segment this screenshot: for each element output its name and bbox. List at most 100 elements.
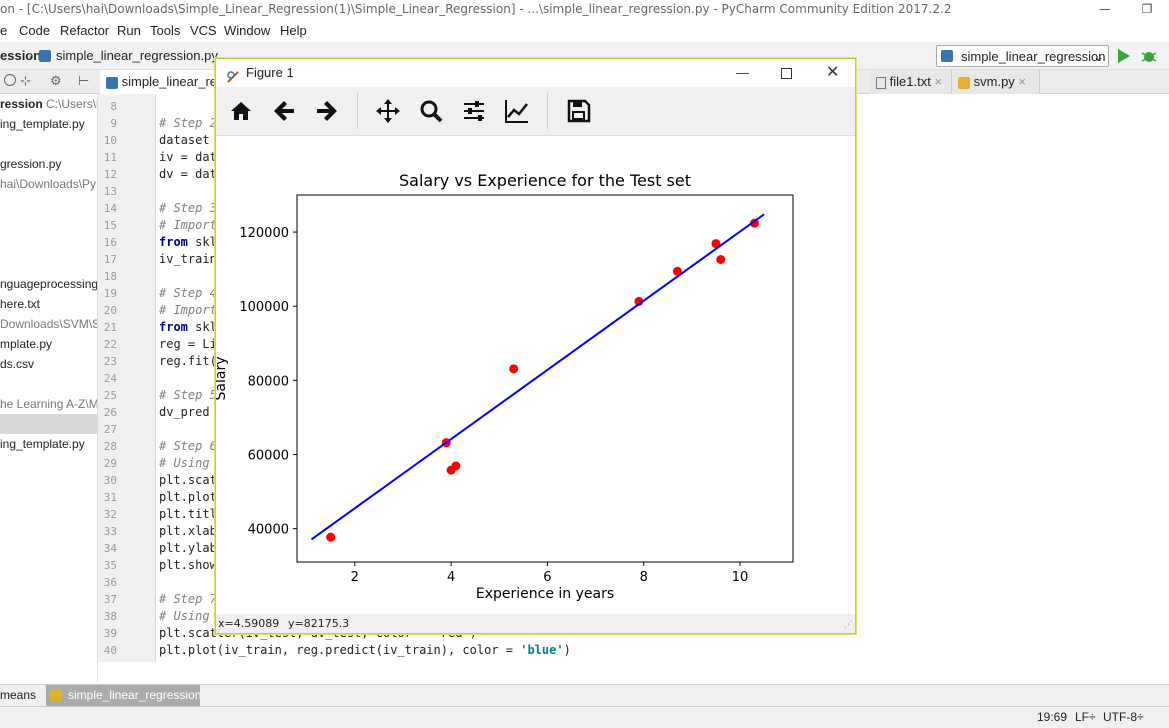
code-line: # Import (159, 303, 217, 317)
target-icon[interactable] (4, 74, 16, 86)
home-icon[interactable] (225, 95, 257, 127)
line-number: 11 (103, 151, 117, 164)
close-button[interactable]: ✕ (826, 64, 840, 81)
split-icon[interactable]: ⊹ (20, 73, 31, 88)
tab-file1[interactable]: file1.txt × (870, 70, 952, 94)
y-tick-label: 120000 (239, 226, 289, 241)
menu-bar: e Code Refactor Run Tools VCS Window Hel… (0, 20, 1169, 42)
code-line: dv_pred (159, 405, 217, 419)
restore-button[interactable]: ❐ (1141, 2, 1153, 16)
project-item[interactable]: mplate.py (0, 337, 53, 351)
code-line: # Step 7 (159, 592, 217, 606)
scatter-plot[interactable]: Salary vs Experience for the Test set Exp… (213, 136, 855, 614)
close-icon[interactable]: × (934, 74, 943, 89)
code-line: from skl (159, 234, 217, 251)
pan-icon[interactable] (372, 95, 404, 127)
tab-simple-linear-regression[interactable]: simple_linear_reg (100, 70, 224, 94)
caret-position[interactable]: 19:69 (1037, 710, 1068, 724)
python-file-icon (941, 50, 953, 62)
project-item[interactable]: hai\Downloads\Py (0, 177, 97, 191)
line-number: 27 (103, 423, 117, 436)
line-number: 21 (103, 321, 117, 334)
matplotlib-logo-icon (226, 66, 240, 83)
project-root[interactable]: ression (0, 97, 43, 111)
zoom-icon[interactable] (415, 95, 447, 127)
run-config-dropdown[interactable]: simple_linear_regression ⌄ (936, 45, 1109, 67)
project-item[interactable]: nguageprocessing (0, 277, 98, 291)
forward-arrow-icon[interactable] (310, 95, 342, 127)
figure-window[interactable]: Figure 1 — ✕ Salary vs Experience for th… (213, 58, 856, 634)
line-number: 13 (103, 185, 117, 198)
figure-title-bar: Figure 1 — ✕ (216, 59, 855, 87)
menu-run[interactable]: Run (117, 23, 141, 38)
y-axis-label: Salary (216, 357, 229, 401)
edit-axes-icon[interactable] (501, 95, 533, 127)
figure-canvas[interactable]: Salary vs Experience for the Test set Exp… (213, 136, 855, 614)
tab-label: svm.py (973, 74, 1015, 89)
line-number: 23 (103, 355, 117, 368)
line-number: 24 (103, 372, 117, 385)
python-file-icon (50, 689, 62, 701)
y-tick-label: 40000 (248, 523, 289, 538)
code-line: reg = Li (159, 337, 217, 351)
tool-window-bar: means simple_linear_regression (0, 684, 1169, 706)
minimize-button[interactable]: — (736, 65, 749, 80)
menu-tools[interactable]: Tools (150, 23, 181, 38)
text-file-icon (876, 76, 886, 89)
data-point (509, 364, 519, 374)
resize-grip-icon[interactable]: ⋰ (844, 620, 853, 630)
code-line: plt.scat (159, 473, 217, 487)
data-point (711, 239, 721, 249)
back-arrow-icon[interactable] (269, 95, 301, 127)
code-text: skl (187, 235, 217, 249)
navigation-bar: ession › simple_linear_regression.py sim… (0, 42, 1169, 70)
line-number: 40 (103, 644, 117, 657)
save-icon[interactable] (562, 95, 594, 127)
project-item[interactable]: here.txt (0, 297, 41, 311)
breadcrumb-project[interactable]: ession (0, 48, 42, 63)
menu-help[interactable]: Help (280, 23, 307, 38)
maximize-button[interactable] (781, 68, 792, 79)
toolbar-separator (357, 93, 358, 129)
subplots-config-icon[interactable] (458, 95, 490, 127)
tool-tab-means[interactable]: means (0, 688, 37, 702)
tool-tab-run[interactable]: simple_linear_regression (46, 685, 201, 706)
line-separator[interactable]: LF÷ (1075, 710, 1096, 724)
file-encoding[interactable]: UTF-8÷ (1103, 710, 1144, 724)
line-number: 17 (103, 253, 117, 266)
project-item[interactable]: Downloads\SVM\S (0, 317, 98, 331)
gear-icon[interactable]: ⚙ (50, 73, 62, 88)
minimize-button[interactable]: — (1099, 2, 1111, 16)
code-line: plt.plot(iv_train, reg.predict(iv_train)… (159, 642, 571, 659)
project-item[interactable]: he Learning A-Z\M (0, 397, 98, 411)
tab-label: simple_linear_reg (121, 74, 225, 89)
project-item-selected[interactable] (0, 414, 97, 434)
project-item[interactable]: ing_template.py (0, 117, 85, 131)
run-icon[interactable] (1117, 48, 1131, 64)
tab-svm[interactable]: svm.py × (952, 70, 1040, 94)
line-number: 37 (103, 593, 117, 606)
code-line: # Step 5 (159, 388, 217, 402)
figure-title: Figure 1 (246, 65, 294, 80)
close-icon[interactable]: × (1018, 74, 1027, 89)
code-line: # Using (159, 609, 217, 623)
menu-window[interactable]: Window (224, 23, 271, 38)
menu-code[interactable]: Code (19, 23, 51, 38)
breadcrumb-file[interactable]: simple_linear_regression.py (56, 48, 218, 63)
window-title: on - [C:\Users\hai\Downloads\Simple_Line… (0, 2, 952, 16)
code-line: dataset (159, 133, 210, 147)
code-line: # Import (159, 218, 217, 232)
project-item[interactable]: ds.csv (0, 357, 35, 371)
chart-title: Salary vs Experience for the Test set (399, 171, 691, 190)
debug-icon[interactable] (1140, 47, 1158, 65)
python-file-icon (958, 76, 970, 89)
collapse-icon[interactable]: ⊢ (78, 73, 90, 88)
project-item[interactable]: gression.py (0, 157, 62, 171)
menu-file[interactable]: e (0, 23, 8, 38)
project-panel: ression C:\Users\h ing_template.py gress… (0, 94, 98, 682)
menu-vcs[interactable]: VCS (190, 23, 217, 38)
project-item[interactable]: ing_template.py (0, 437, 85, 451)
line-number: 28 (103, 440, 117, 453)
menu-refactor[interactable]: Refactor (60, 23, 110, 38)
run-config-label: simple_linear_regression (961, 49, 1106, 64)
